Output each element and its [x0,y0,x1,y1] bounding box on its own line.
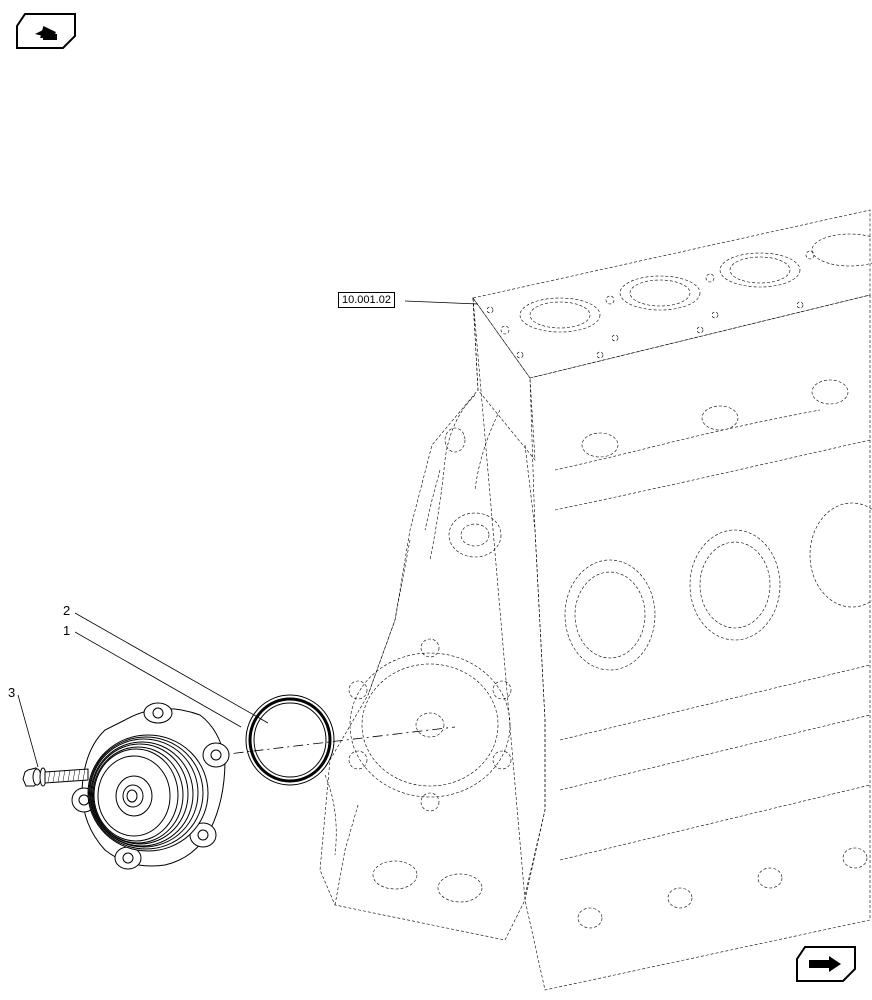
next-section-icon[interactable] [795,945,857,988]
prev-section-icon[interactable] [15,12,77,55]
bolt-part [23,768,88,786]
engine-block [320,210,872,990]
callout-1: 1 [63,623,70,638]
o-ring-part [250,699,330,781]
water-pump-part [72,703,229,869]
reference-label: 10.001.02 [338,292,395,308]
parts-diagram [0,0,872,1000]
callout-2: 2 [63,603,70,618]
callout-3: 3 [8,685,15,700]
